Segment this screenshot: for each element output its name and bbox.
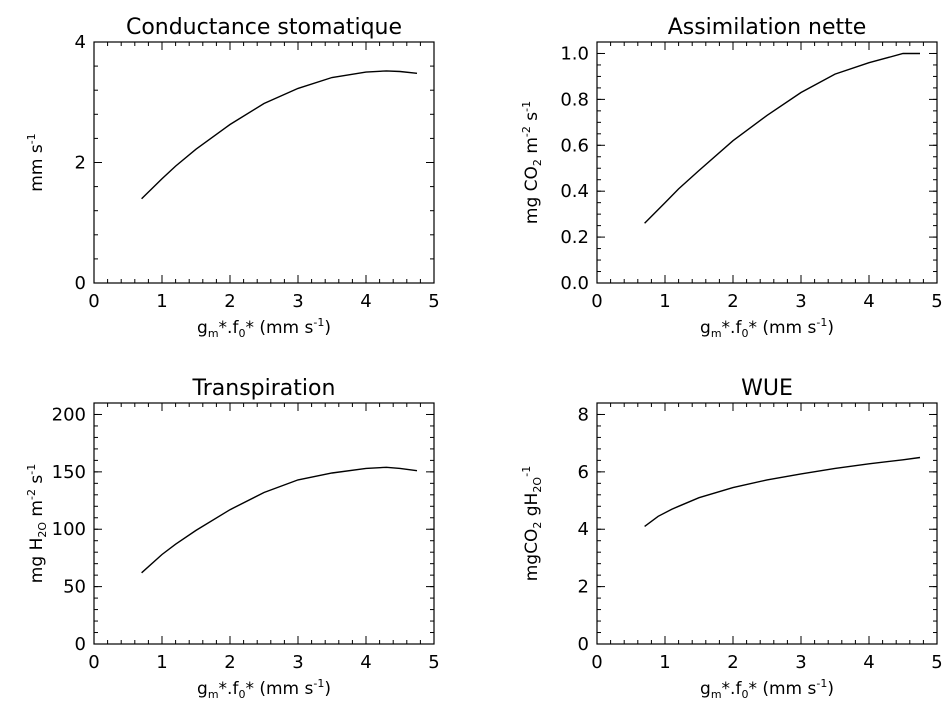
y-tick-label: 0 bbox=[75, 273, 86, 294]
x-tick-label: 3 bbox=[292, 291, 303, 312]
y-tick-label: 0.8 bbox=[560, 89, 589, 110]
x-tick-label: 1 bbox=[659, 291, 670, 312]
y-axis-label: mm s-1​ bbox=[25, 133, 47, 191]
x-tick-label: 4 bbox=[863, 291, 874, 312]
x-tick-label: 1 bbox=[156, 291, 167, 312]
y-tick-label: 2 bbox=[578, 577, 589, 598]
x-tick-label: 0 bbox=[88, 652, 99, 673]
x-axis-label: gm*.f0* (mm s-1) bbox=[700, 316, 834, 340]
y-tick-label: 0 bbox=[75, 634, 86, 655]
y-tick-label: 2 bbox=[75, 153, 86, 174]
y-tick-label: 200 bbox=[52, 404, 86, 425]
x-tick-label: 5 bbox=[428, 291, 439, 312]
series-line-1 bbox=[141, 70, 418, 200]
y-axis-label: mg H2O m-2 s-1​ bbox=[25, 464, 49, 583]
y-tick-label: 0.4 bbox=[560, 181, 589, 202]
y-tick-label: 6 bbox=[578, 462, 589, 483]
x-axis-label: gm*.f0* (mm s-1) bbox=[700, 677, 834, 701]
x-tick-label: 5 bbox=[428, 652, 439, 673]
plot-frame bbox=[93, 41, 435, 284]
chart-title: WUE bbox=[741, 376, 793, 401]
x-tick-label: 5 bbox=[931, 291, 942, 312]
x-axis-label: gm*.f0* (mm s-1) bbox=[197, 316, 331, 340]
x-tick-label: 4 bbox=[360, 291, 371, 312]
y-tick-label: 4 bbox=[578, 519, 589, 540]
chart-title: Transpiration bbox=[192, 376, 336, 401]
y-tick-label: 50 bbox=[63, 577, 86, 598]
x-tick-label: 5 bbox=[931, 652, 942, 673]
y-tick-label: 100 bbox=[52, 519, 86, 540]
x-tick-label: 3 bbox=[795, 291, 806, 312]
chart-title: Assimilation nette bbox=[668, 15, 867, 40]
x-tick-label: 2 bbox=[727, 652, 738, 673]
x-tick-label: 0 bbox=[591, 291, 602, 312]
x-tick-label: 2 bbox=[224, 652, 235, 673]
y-tick-label: 0.0 bbox=[560, 273, 589, 294]
y-tick-label: 1.0 bbox=[560, 43, 589, 64]
y-tick-label: 0 bbox=[578, 634, 589, 655]
x-tick-label: 0 bbox=[88, 291, 99, 312]
series-line-1 bbox=[141, 466, 418, 574]
y-tick-label: 4 bbox=[75, 32, 86, 53]
x-tick-label: 3 bbox=[795, 652, 806, 673]
y-tick-label: 150 bbox=[52, 462, 86, 483]
y-tick-label: 8 bbox=[578, 404, 589, 425]
chart-panel-1: Conductance stomatique 0 1 2 3 4 5 0 2 4 gm*.f0* (… bbox=[25, 15, 440, 340]
plot-frame bbox=[596, 41, 938, 284]
y-tick-label: 0.6 bbox=[560, 135, 589, 156]
x-axis-label: gm*.f0* (mm s-1) bbox=[197, 677, 331, 701]
y-axis-label: mg CO2 m-2 s-1​ bbox=[520, 101, 544, 224]
series-line-1 bbox=[644, 456, 921, 527]
chart-title: Conductance stomatique bbox=[126, 15, 402, 40]
x-tick-label: 3 bbox=[292, 652, 303, 673]
series-line-1 bbox=[644, 52, 920, 224]
x-tick-label: 1 bbox=[156, 652, 167, 673]
x-tick-label: 2 bbox=[727, 291, 738, 312]
x-tick-label: 2 bbox=[224, 291, 235, 312]
x-tick-label: 4 bbox=[863, 652, 874, 673]
plot-frame bbox=[93, 402, 435, 645]
x-tick-label: 0 bbox=[591, 652, 602, 673]
chart-panel-4: WUE 0 1 2 3 4 5 0 2 4 6 8 gm*.f0* (mm s-1) mgCO2 gH2O… bbox=[520, 376, 943, 701]
x-tick-label: 1 bbox=[659, 652, 670, 673]
chart-panel-2: Assimilation nette 0 1 2 3 4 5 0.0 0.2 0.4 0.6 0.8 1… bbox=[520, 15, 943, 340]
y-tick-label: 0.2 bbox=[560, 227, 589, 248]
plot-frame bbox=[596, 402, 938, 645]
y-axis-label: mgCO2 gH2O-1​ bbox=[520, 466, 544, 582]
x-tick-label: 4 bbox=[360, 652, 371, 673]
